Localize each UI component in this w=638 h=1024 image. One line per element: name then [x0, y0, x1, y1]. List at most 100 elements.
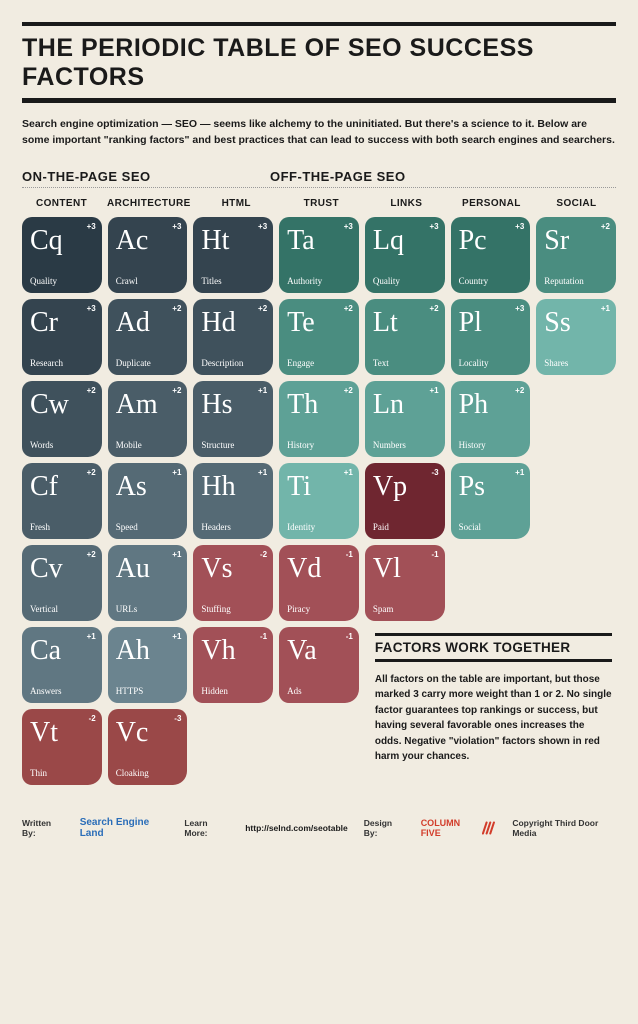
element-symbol: Ac [116, 227, 182, 255]
element-ca: +1 Ca Answers [22, 627, 102, 703]
element-symbol: Ht [201, 227, 267, 255]
element-cr: +3 Cr Research [22, 299, 102, 375]
sidebox-title: FACTORS WORK TOGETHER [375, 633, 612, 662]
element-score: +1 [172, 468, 181, 477]
element-symbol: Lt [373, 309, 439, 337]
element-name: Speed [116, 522, 138, 532]
element-name: Shares [544, 358, 568, 368]
column-header: LINKS [367, 198, 446, 209]
element-name: Fresh [30, 522, 50, 532]
element-am: +2 Am Mobile [108, 381, 188, 457]
element-score: +2 [87, 468, 96, 477]
periodic-grid: +3 Cq Quality +3 Ac Crawl +3 Ht Titles +… [22, 217, 616, 785]
element-score: +2 [87, 550, 96, 559]
element-name: Reputation [544, 276, 584, 286]
element-score: +1 [344, 468, 353, 477]
column-header: ARCHITECTURE [107, 198, 191, 209]
element-name: Locality [459, 358, 489, 368]
element-name: History [459, 440, 486, 450]
element-symbol: Va [287, 637, 353, 665]
element-symbol: Th [287, 391, 353, 419]
element-score: -2 [89, 714, 96, 723]
element-symbol: Ah [116, 637, 182, 665]
element-name: Thin [30, 768, 47, 778]
element-symbol: Lq [373, 227, 439, 255]
element-name: Cloaking [116, 768, 149, 778]
element-symbol: Vc [116, 719, 182, 747]
element-score: +2 [344, 304, 353, 313]
top-rule [22, 22, 616, 26]
element-symbol: As [116, 473, 182, 501]
element-hd: +2 Hd Description [193, 299, 273, 375]
design-by-label: Design By: [364, 818, 405, 838]
element-score: +3 [87, 304, 96, 313]
element-pl: +3 Pl Locality [451, 299, 531, 375]
element-symbol: Am [116, 391, 182, 419]
element-score: +2 [515, 386, 524, 395]
element-as: +1 As Speed [108, 463, 188, 539]
element-score: +3 [172, 222, 181, 231]
element-symbol: Ti [287, 473, 353, 501]
element-score: +3 [515, 222, 524, 231]
element-score: +1 [87, 632, 96, 641]
element-symbol: Ss [544, 309, 610, 337]
element-name: Authority [287, 276, 322, 286]
element-name: Description [201, 358, 243, 368]
element-ad: +2 Ad Duplicate [108, 299, 188, 375]
element-name: Social [459, 522, 482, 532]
element-symbol: Ca [30, 637, 96, 665]
element-vd: -1 Vd Piracy [279, 545, 359, 621]
element-symbol: Hh [201, 473, 267, 501]
element-ht: +3 Ht Titles [193, 217, 273, 293]
column-header: SOCIAL [537, 198, 616, 209]
element-ta: +3 Ta Authority [279, 217, 359, 293]
element-cv: +2 Cv Vertical [22, 545, 102, 621]
element-symbol: Pc [459, 227, 525, 255]
element-score: +3 [429, 222, 438, 231]
element-symbol: Vh [201, 637, 267, 665]
element-name: URLs [116, 604, 138, 614]
element-score: +1 [429, 386, 438, 395]
element-name: Research [30, 358, 63, 368]
element-cf: +2 Cf Fresh [22, 463, 102, 539]
element-name: Engage [287, 358, 314, 368]
element-score: +3 [258, 222, 267, 231]
element-name: Words [30, 440, 53, 450]
element-symbol: Cf [30, 473, 96, 501]
element-score: +3 [87, 222, 96, 231]
element-score: +1 [258, 386, 267, 395]
element-ln: +1 Ln Numbers [365, 381, 445, 457]
element-name: Quality [373, 276, 400, 286]
design-by-text: COLUMN FIVE [421, 818, 478, 838]
element-score: -1 [260, 632, 267, 641]
element-score: -1 [346, 632, 353, 641]
element-symbol: Ad [116, 309, 182, 337]
element-symbol: Vt [30, 719, 96, 747]
element-name: Titles [201, 276, 221, 286]
element-symbol: Vd [287, 555, 353, 583]
column-header: PERSONAL [452, 198, 531, 209]
element-symbol: Vs [201, 555, 267, 583]
element-name: Hidden [201, 686, 228, 696]
element-score: +1 [172, 632, 181, 641]
element-score: -3 [174, 714, 181, 723]
intro-text: Search engine optimization — SEO — seems… [22, 117, 616, 149]
column-five-icon [482, 821, 497, 835]
element-score: +3 [515, 304, 524, 313]
element-sr: +2 Sr Reputation [536, 217, 616, 293]
element-name: Stuffing [201, 604, 230, 614]
element-symbol: Cr [30, 309, 96, 337]
mid-rule [22, 98, 616, 103]
element-symbol: Ph [459, 391, 525, 419]
element-score: +2 [429, 304, 438, 313]
written-by: Search Engine Land [80, 817, 169, 839]
footer: Written By: Search Engine Land Learn Mor… [22, 817, 616, 839]
element-symbol: Cw [30, 391, 96, 419]
element-vc: -3 Vc Cloaking [108, 709, 188, 785]
element-name: Headers [201, 522, 230, 532]
learn-more-url: http://selnd.com/seotable [245, 823, 348, 833]
element-symbol: Pl [459, 309, 525, 337]
element-va: -1 Va Ads [279, 627, 359, 703]
element-ti: +1 Ti Identity [279, 463, 359, 539]
learn-more-label: Learn More: [184, 818, 229, 838]
